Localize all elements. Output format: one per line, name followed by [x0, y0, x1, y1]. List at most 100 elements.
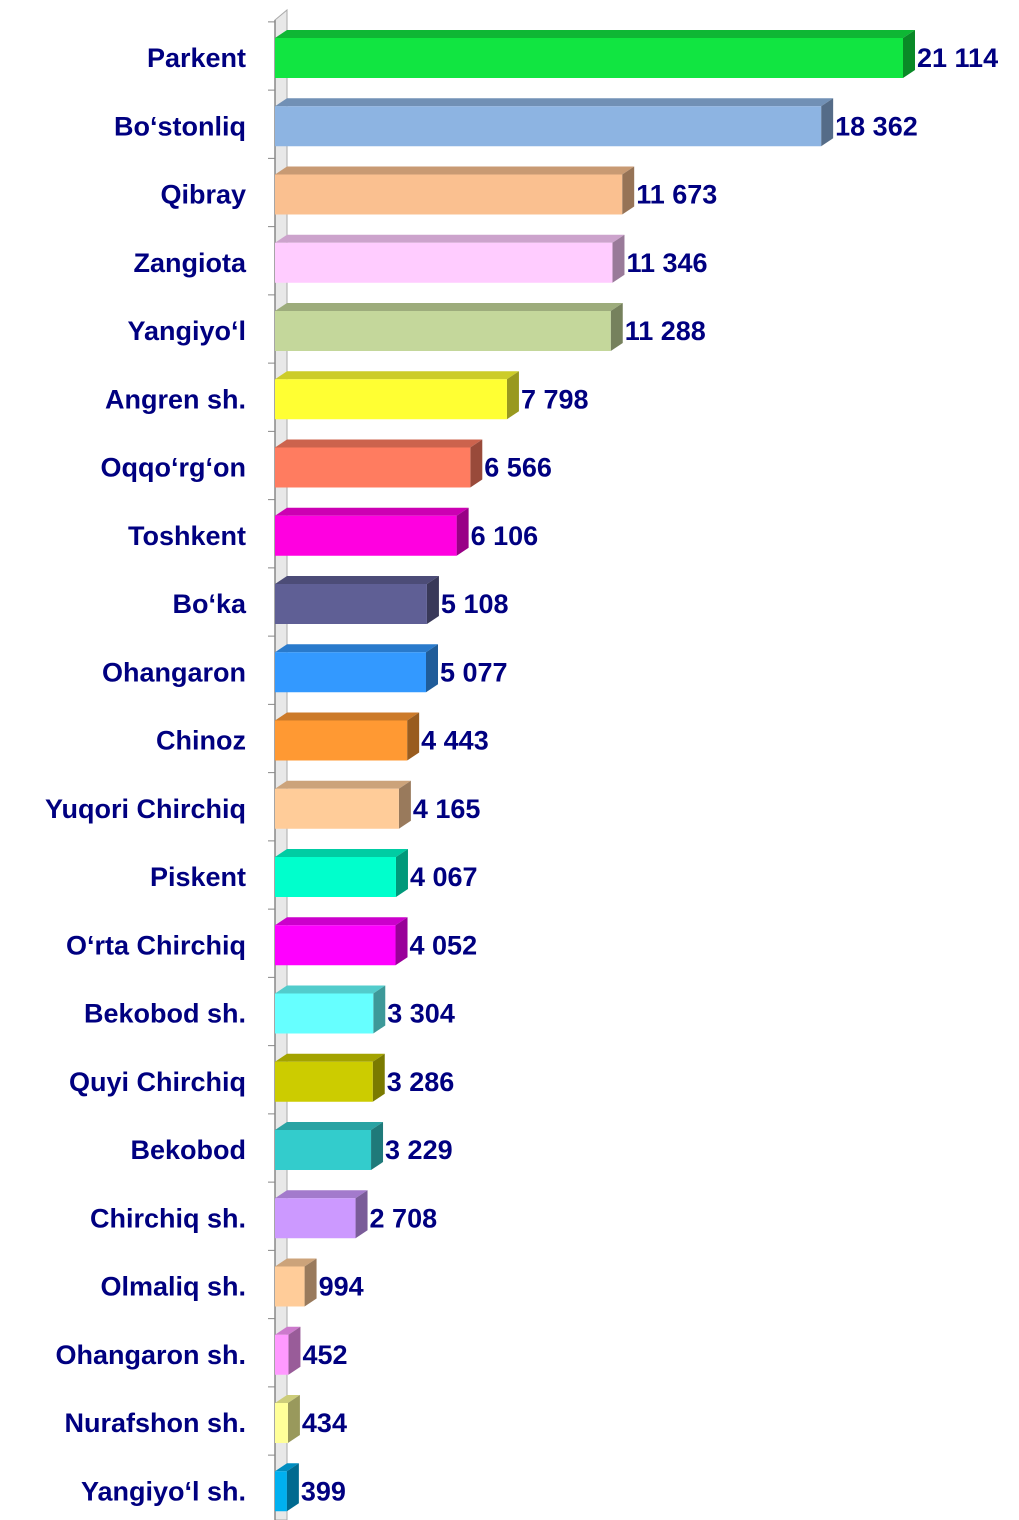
bar: [275, 1266, 305, 1307]
value-label: 4 165: [413, 794, 481, 824]
bar: [275, 1130, 372, 1170]
bar-side: [456, 507, 469, 556]
value-label: 434: [302, 1408, 347, 1438]
bar: [275, 379, 507, 420]
bar: [275, 584, 427, 624]
category-label: Yangiyo‘l sh.: [81, 1476, 246, 1506]
bar-top: [275, 576, 439, 584]
value-label: 399: [301, 1476, 346, 1506]
bar-side: [373, 985, 386, 1034]
bar: [275, 242, 613, 283]
value-label: 3 229: [385, 1135, 453, 1165]
bar-side: [288, 1326, 301, 1375]
bar: [275, 1198, 356, 1239]
bar-top: [275, 30, 915, 38]
bar: [275, 1471, 287, 1512]
value-label: 6 106: [471, 521, 539, 551]
bar: [275, 925, 396, 966]
bar-top: [275, 98, 834, 107]
bar: [275, 720, 408, 761]
value-label: 3 304: [387, 999, 455, 1029]
category-label: Nurafshon sh.: [64, 1408, 246, 1438]
category-label: Piskent: [150, 862, 246, 892]
category-label: Parkent: [147, 43, 246, 73]
category-label: Toshkent: [128, 521, 246, 551]
bar-side: [426, 576, 439, 624]
bar-top: [275, 234, 625, 243]
bar-top: [275, 780, 411, 789]
bar-side: [287, 1395, 300, 1443]
value-label: 7 798: [521, 384, 589, 414]
bar-top: [275, 1053, 385, 1062]
value-label: 4 052: [410, 930, 478, 960]
bar-top: [275, 985, 386, 994]
bar-side: [407, 712, 420, 761]
category-label: Bekobod: [130, 1135, 246, 1165]
bar-side: [506, 371, 519, 420]
bar-side: [304, 1258, 317, 1307]
value-label: 4 443: [421, 726, 489, 756]
bar: [275, 652, 427, 693]
bar-top: [275, 371, 519, 380]
category-label: Chirchiq sh.: [90, 1203, 246, 1233]
bar-side: [426, 644, 439, 693]
value-label: 6 566: [484, 453, 552, 483]
bar-side: [286, 1463, 299, 1512]
value-label: 452: [302, 1340, 347, 1370]
bar: [275, 1403, 288, 1443]
bar-side: [622, 166, 635, 215]
category-label: Bekobod sh.: [84, 999, 246, 1029]
category-label: Quyi Chirchiq: [69, 1067, 246, 1097]
value-label: 11 346: [626, 248, 707, 278]
category-label: Bo‘stonliq: [114, 111, 246, 141]
bar-top: [275, 1190, 368, 1199]
category-label: O‘rta Chirchiq: [66, 930, 246, 960]
bar-side: [395, 917, 408, 966]
bar: [275, 447, 471, 488]
value-label: 2 708: [370, 1203, 438, 1233]
category-label: Oqqo‘rg‘on: [101, 453, 246, 483]
bar-top: [275, 1463, 299, 1472]
bar-top: [275, 166, 635, 175]
bar: [275, 38, 903, 78]
category-label: Olmaliq sh.: [100, 1272, 246, 1302]
category-label: Bo‘ka: [172, 589, 247, 619]
bar-side: [612, 234, 625, 283]
bar: [275, 106, 822, 147]
bar-side: [821, 98, 834, 147]
value-label: 11 673: [636, 180, 717, 210]
bar: [275, 993, 374, 1034]
category-label: Ohangaron sh.: [55, 1340, 246, 1370]
category-label: Ohangaron: [102, 657, 246, 687]
bar: [275, 788, 399, 829]
bar-side: [395, 849, 408, 897]
bar-side: [903, 30, 915, 78]
bar: [275, 311, 611, 351]
category-label: Angren sh.: [105, 384, 246, 414]
bar-top: [275, 439, 483, 448]
value-label: 5 077: [440, 657, 508, 687]
value-label: 5 108: [441, 589, 509, 619]
bar-side: [610, 303, 623, 351]
bar: [275, 1061, 373, 1102]
category-label: Qibray: [160, 180, 246, 210]
value-label: 21 114: [917, 43, 998, 73]
bar-top: [275, 644, 439, 653]
bar: [275, 515, 457, 556]
bar-side: [355, 1190, 368, 1239]
value-label: 4 067: [410, 862, 478, 892]
bar: [275, 1334, 289, 1375]
value-label: 11 288: [625, 316, 706, 346]
bar-side: [371, 1122, 384, 1170]
bar-top: [275, 1395, 300, 1403]
bar: [275, 857, 396, 897]
bar-top: [275, 1258, 317, 1267]
bar-top: [275, 1122, 384, 1130]
bar-top: [275, 712, 420, 721]
category-label: Zangiota: [134, 248, 247, 278]
category-label: Yangiyo‘l: [127, 316, 246, 346]
category-label: Chinoz: [156, 726, 246, 756]
bar-top: [275, 303, 623, 311]
bar-side: [372, 1053, 385, 1102]
bar: [275, 174, 623, 215]
